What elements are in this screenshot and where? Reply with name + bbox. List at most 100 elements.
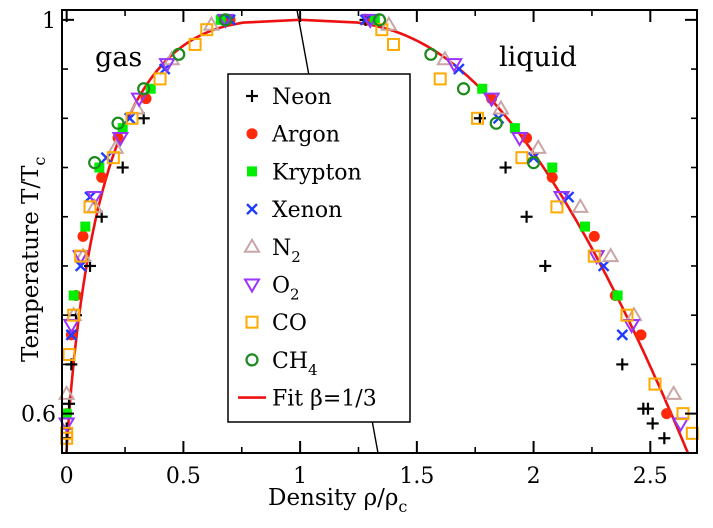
point-n2 (57, 384, 76, 400)
point-neon (641, 402, 654, 415)
point-co (74, 249, 88, 263)
point-co (153, 72, 167, 86)
point-krypton (579, 221, 590, 232)
legend: Neon Argon Krypton Xenon N2 O2 CO CH4 Fit β=1/3 (238, 85, 377, 412)
point-ch4 (218, 13, 233, 27)
point-o2 (85, 191, 104, 207)
point-co (550, 200, 564, 214)
x-tick-label: 2.5 (633, 464, 668, 489)
point-krypton (477, 83, 488, 94)
point-o2 (552, 191, 571, 207)
point-krypton (145, 83, 156, 94)
point-co (200, 23, 214, 37)
point-co (515, 151, 529, 165)
point-o2 (111, 131, 130, 147)
series-ch4 (88, 13, 541, 170)
legend-marker (246, 128, 258, 140)
point-o2 (482, 92, 501, 108)
point-xenon (562, 191, 575, 203)
point-co (125, 111, 139, 125)
point-ch4 (424, 47, 438, 61)
point-o2 (510, 131, 529, 147)
x-axis-label: Density ρ/ρc (268, 485, 407, 516)
legend-label: Xenon (272, 198, 342, 223)
point-krypton (94, 162, 105, 173)
point-neon (499, 161, 512, 174)
legend-label: Neon (272, 85, 332, 110)
y-tick-label: 0.6 (21, 403, 56, 428)
point-xenon (597, 260, 610, 272)
point-co (83, 200, 97, 214)
point-ch4 (456, 82, 471, 96)
legend-label: Argon (271, 123, 340, 148)
point-o2 (130, 92, 148, 108)
point-neon (646, 417, 659, 430)
data-points-layer (57, 13, 699, 445)
x-tick-label: 1 (293, 464, 307, 489)
legend-label: CO (272, 311, 307, 336)
point-argon (661, 408, 673, 420)
point-neon (658, 432, 671, 445)
point-co (648, 377, 662, 391)
point-xenon (74, 260, 87, 272)
point-argon (546, 171, 558, 183)
gas-annotation: gas (95, 42, 142, 73)
point-neon (473, 112, 486, 125)
point-co (587, 249, 601, 263)
point-krypton (547, 162, 558, 173)
point-n2 (529, 138, 547, 154)
point-ch4 (88, 155, 102, 170)
point-neon (616, 358, 629, 371)
point-krypton (68, 290, 79, 301)
point-argon (96, 171, 108, 183)
point-argon (521, 132, 533, 144)
point-xenon (616, 329, 629, 341)
point-argon (77, 230, 89, 242)
point-o2 (158, 58, 176, 74)
legend-marker (243, 237, 261, 253)
point-argon (588, 230, 600, 242)
legend-marker (246, 90, 258, 102)
point-xenon (65, 329, 78, 341)
point-co (471, 111, 485, 125)
point-argon (635, 329, 647, 341)
liquid-annotation: liquid (499, 42, 577, 73)
point-ch4 (137, 82, 151, 96)
point-xenon (453, 63, 465, 75)
point-krypton (612, 290, 623, 301)
legend-marker (247, 166, 257, 177)
point-o2 (445, 58, 463, 74)
point-argon (140, 93, 152, 105)
point-co (106, 151, 120, 165)
legend-marker (243, 278, 261, 294)
point-ch4 (489, 116, 503, 130)
y-tick-label: 1 (42, 9, 56, 34)
legend-marker (245, 315, 259, 329)
point-co (620, 308, 634, 322)
point-co (433, 72, 447, 86)
point-n2 (601, 247, 620, 263)
point-co (387, 37, 401, 51)
point-ch4 (372, 13, 387, 27)
point-co (62, 348, 76, 362)
point-ch4 (111, 116, 125, 130)
x-tick-label: 0 (60, 464, 74, 489)
x-tick-label: 1.5 (399, 464, 434, 489)
point-co (67, 308, 81, 322)
legend-label: O2 (272, 274, 300, 304)
x-tick-label: 0.5 (166, 464, 201, 489)
legend-marker (246, 203, 258, 215)
legend-label: CH4 (272, 349, 318, 379)
point-xenon (100, 151, 113, 164)
point-neon (116, 161, 129, 174)
x-tick-label: 2 (527, 464, 541, 489)
legend-label: Krypton (272, 160, 362, 185)
legend-label: Fit β=1/3 (272, 387, 377, 412)
point-neon (520, 210, 533, 223)
point-neon (539, 259, 552, 272)
point-krypton (509, 123, 520, 134)
y-axis-label: Temperature T/Tc (18, 157, 49, 362)
point-ch4 (526, 155, 541, 170)
legend-label: N2 (272, 236, 301, 266)
